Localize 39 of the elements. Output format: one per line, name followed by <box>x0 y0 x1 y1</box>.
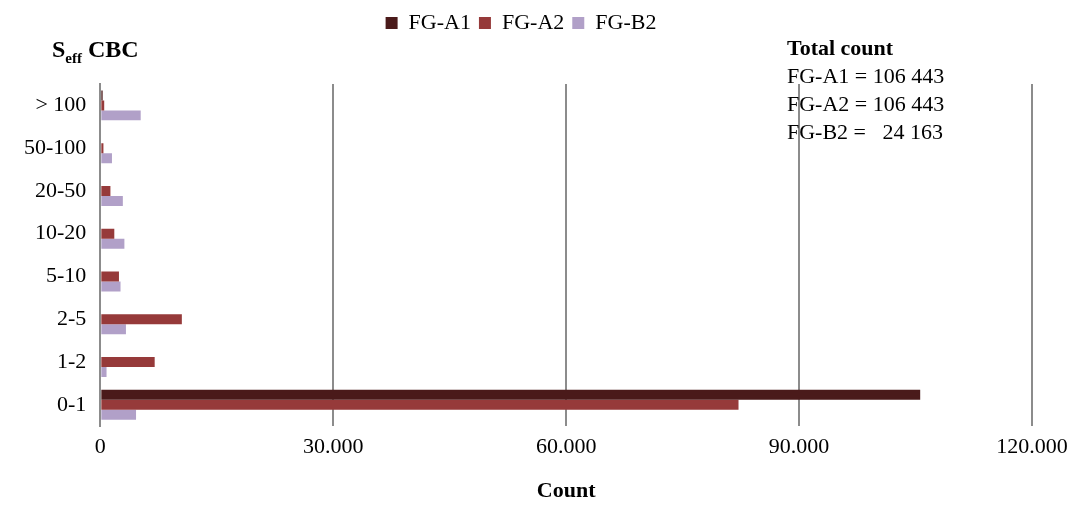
bar <box>101 367 107 378</box>
legend-label: FG-A2 <box>501 8 565 34</box>
y-tick-label: 10-20 <box>35 219 87 245</box>
bar <box>101 357 155 368</box>
legend-label: FG-A1 <box>408 8 471 34</box>
bar <box>101 143 104 154</box>
bar <box>101 153 112 164</box>
bar <box>101 195 123 206</box>
x-tick-label: 0 <box>94 433 106 459</box>
bar <box>101 389 921 400</box>
y-axis-title: S$_{eff}$ CBC <box>52 36 139 67</box>
legend-label: FG-B2 <box>595 8 657 34</box>
y-tick-label: 50-100 <box>24 133 87 159</box>
y-tick-label: 0-1 <box>57 390 87 416</box>
bar <box>101 110 141 121</box>
bar <box>101 399 739 410</box>
bar <box>101 185 111 196</box>
text: Total count <box>787 34 895 62</box>
x-tick-label: 90.000 <box>768 433 830 459</box>
x-tick-label: 30.000 <box>302 433 364 459</box>
bar <box>101 281 121 292</box>
y-tick-label: 20-50 <box>35 176 87 202</box>
bar <box>101 409 137 420</box>
annotation: FG-B2 = 24 163 <box>787 118 945 146</box>
bar <box>101 228 115 239</box>
bar <box>101 314 182 325</box>
bar <box>101 100 105 111</box>
annotation: FG-A2 = 106 443 <box>787 90 945 118</box>
x-tick-label: 60.000 <box>535 433 597 459</box>
y-tick-label: 5-10 <box>46 262 87 288</box>
annotation: FG-A1 = 106 443 <box>787 62 945 90</box>
bar <box>101 271 119 282</box>
y-tick-label: 2-5 <box>57 305 87 331</box>
bar <box>101 238 125 249</box>
y-tick-label: > 100 <box>35 91 87 117</box>
x-tick-label: 120.000 <box>996 433 1068 459</box>
bar <box>101 324 126 335</box>
y-tick-label: 1-2 <box>57 347 87 373</box>
x-axis-title: Count <box>536 477 597 503</box>
